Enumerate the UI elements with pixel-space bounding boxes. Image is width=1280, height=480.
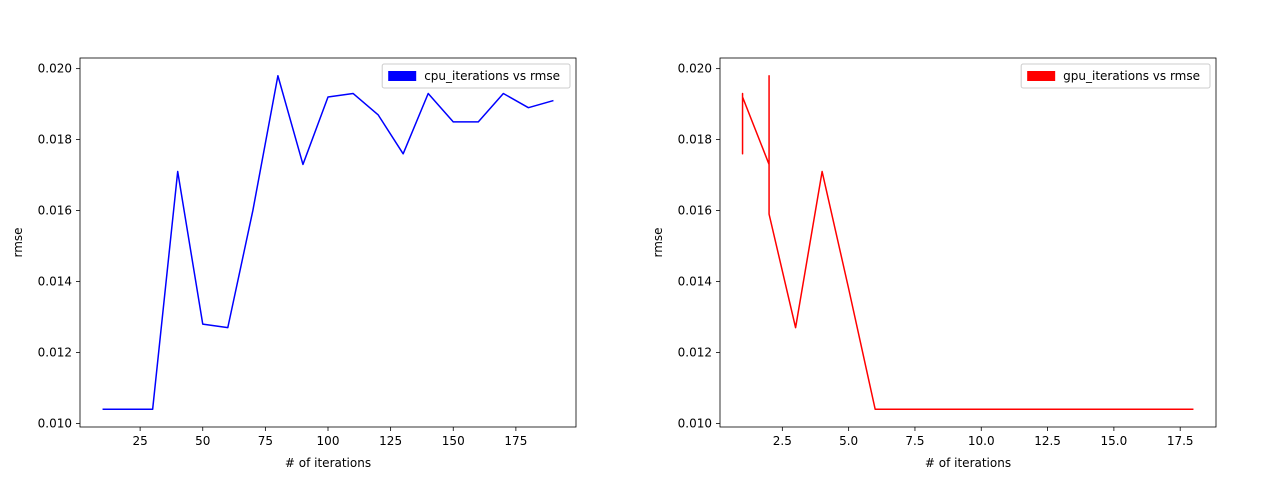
gpu-chart: 2.5 5.0 7.5 10.0 12.5 15.0 17.5 0.0100.0120.01… <box>651 57 1217 470</box>
cpu-chart: 25 50 75 100 125 150 175 0.0100.0120.0140.0160… <box>11 57 577 470</box>
cpu-chart-x-tick-label: 75 <box>258 434 273 448</box>
gpu-chart-y-tick-label: 0.014 <box>678 275 712 289</box>
cpu-chart-x-tick-label: 100 <box>317 434 340 448</box>
gpu-chart-x-axis-label: # of iterations <box>925 456 1011 470</box>
cpu-chart-x-tick-label: 25 <box>132 434 147 448</box>
cpu-chart-y-tick-label: 0.016 <box>38 204 72 218</box>
gpu-chart-legend-box <box>1020 63 1211 89</box>
gpu-chart-marks <box>741 74 1194 411</box>
gpu-chart-y-tick-label: 0.018 <box>678 133 712 147</box>
gpu-chart-y-tick-label: 0.020 <box>678 62 712 76</box>
cpu-chart-legend-box <box>381 63 571 89</box>
cpu-chart-y-tick-label: 0.012 <box>38 345 72 359</box>
gpu-chart-series-line-0 <box>741 74 1194 411</box>
gpu-chart-y-ticks: 0.010 0.012 0.014 0.016 0.018 0.020 <box>678 62 720 430</box>
cpu-chart-x-ticks: 25 50 75 100 125 150 175 <box>132 427 527 448</box>
cpu-chart-legend: cpu_iterations vs rmse <box>381 63 571 89</box>
gpu-chart-legend: gpu_iterations vs rmse <box>1020 63 1211 89</box>
gpu-chart-x-tick-label: 7.5 <box>905 434 924 448</box>
cpu-chart-x-tick-label: 150 <box>442 434 465 448</box>
gpu-chart-x-tick-label: 10.0 <box>968 434 995 448</box>
cpu-chart-y-tick-label: 0.010 <box>38 416 72 430</box>
cpu-chart-series-line-0 <box>102 74 554 411</box>
cpu-chart-legend-swatch <box>388 71 417 81</box>
gpu-chart-x-tick-label: 17.5 <box>1167 434 1194 448</box>
cpu-chart-marks <box>102 74 554 411</box>
gpu-chart-x-tick-label: 12.5 <box>1034 434 1061 448</box>
cpu-chart-legend-label: cpu_iterations vs rmse <box>424 69 560 83</box>
gpu-chart-x-tick-label: 15.0 <box>1101 434 1128 448</box>
cpu-chart-y-tick-label: 0.018 <box>38 133 72 147</box>
gpu-chart-x-tick-label: 2.5 <box>773 434 792 448</box>
gpu-chart-x-tick-label: 5.0 <box>839 434 858 448</box>
gpu-chart-legend-swatch <box>1027 71 1056 81</box>
cpu-chart-x-tick-label: 125 <box>379 434 402 448</box>
gpu-chart-y-axis-label: rmse <box>651 227 665 257</box>
cpu-chart-y-axis-label: rmse <box>11 227 25 257</box>
cpu-chart-y-ticks: 0.010 0.012 0.014 0.016 0.018 0.020 <box>38 62 80 430</box>
cpu-chart-x-tick-label: 50 <box>195 434 210 448</box>
gpu-chart-y-tick-label: 0.010 <box>678 416 712 430</box>
gpu-chart-y-tick-label: 0.012 <box>678 345 712 359</box>
gpu-chart-frame <box>719 57 1217 428</box>
cpu-chart-x-axis-label: # of iterations <box>285 456 371 470</box>
cpu-chart-x-tick-label: 175 <box>504 434 527 448</box>
gpu-chart-legend-label: gpu_iterations vs rmse <box>1063 69 1200 83</box>
gpu-chart-x-ticks: 2.5 5.0 7.5 10.0 12.5 15.0 17.5 <box>773 427 1194 448</box>
cpu-chart-y-tick-label: 0.020 <box>38 62 72 76</box>
gpu-chart-y-tick-label: 0.016 <box>678 204 712 218</box>
cpu-chart-y-tick-label: 0.014 <box>38 275 72 289</box>
